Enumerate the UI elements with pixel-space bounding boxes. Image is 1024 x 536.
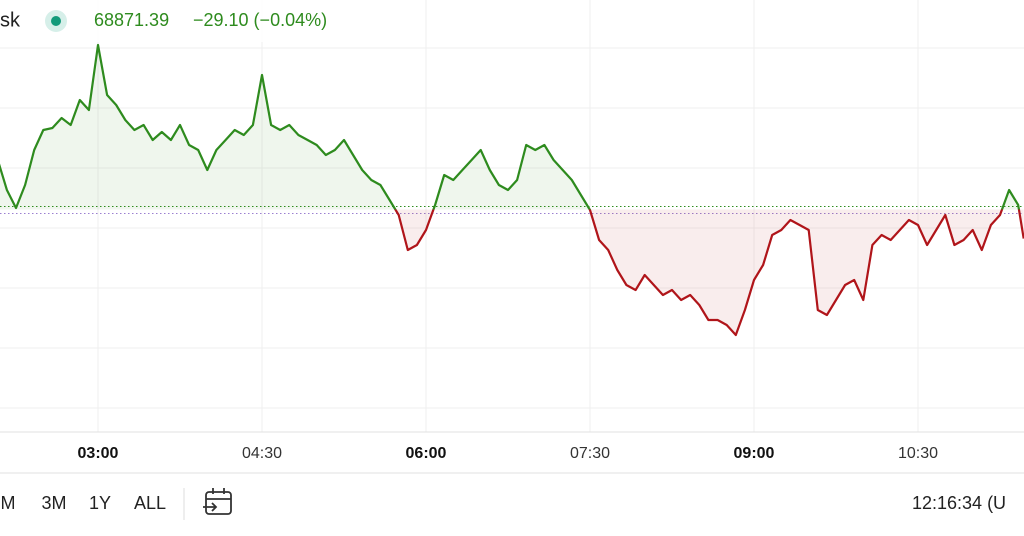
symbol: sk <box>0 9 21 31</box>
status-dot <box>51 16 61 26</box>
x-tick-label: 07:30 <box>570 445 610 462</box>
range-button[interactable]: 3M <box>41 493 66 513</box>
x-tick-label: 06:00 <box>406 445 447 462</box>
calendar-icon[interactable] <box>203 488 232 515</box>
x-tick-label: 03:00 <box>78 445 119 462</box>
x-tick-label: 04:30 <box>242 445 282 462</box>
range-button[interactable]: 1Y <box>89 493 111 513</box>
range-button[interactable]: M <box>1 493 16 513</box>
x-tick-label: 10:30 <box>898 445 938 462</box>
change: −29.10 (−0.04%) <box>193 10 327 30</box>
area-up <box>0 45 1019 210</box>
area-down <box>0 209 1024 335</box>
clock: 12:16:34 (U <box>912 493 1006 513</box>
x-tick-label: 09:00 <box>734 445 775 462</box>
price: 68871.39 <box>94 10 169 30</box>
line-up <box>0 43 1021 210</box>
line-down <box>394 209 1024 337</box>
range-button[interactable]: ALL <box>134 493 166 513</box>
